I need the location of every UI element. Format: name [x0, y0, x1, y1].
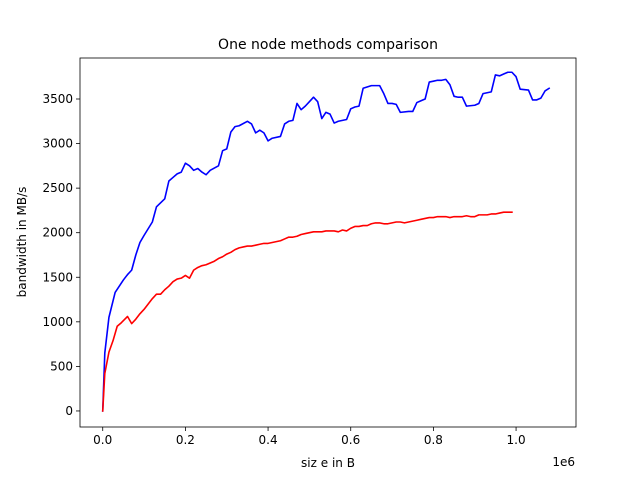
y-tick-label: 2000 — [42, 226, 73, 240]
x-axis-label: siz e in B — [301, 456, 355, 470]
x-tick-label: 0.4 — [259, 433, 278, 447]
y-axis-ticks: 0 500 1000 1500 2000 2500 3000 3500 — [42, 92, 80, 418]
y-tick-label: 0 — [65, 404, 73, 418]
series-layer — [101, 71, 551, 412]
x-axis-offset-label: 1e6 — [552, 455, 575, 469]
x-tick-label: 0.6 — [341, 433, 360, 447]
y-tick-label: 1000 — [42, 315, 73, 329]
x-tick-label: 1.0 — [507, 433, 526, 447]
y-tick-label: 1500 — [42, 270, 73, 284]
y-axis-label: bandwidth in MB/s — [15, 187, 29, 298]
x-tick-label: 0.0 — [93, 433, 112, 447]
series-line-1 — [101, 71, 551, 412]
chart-title: One node methods comparison — [218, 37, 438, 53]
plot-frame — [79, 57, 577, 428]
x-tick-label: 0.2 — [176, 433, 195, 447]
series-line-2 — [101, 211, 513, 412]
y-tick-label: 3000 — [42, 137, 73, 151]
y-tick-label: 3500 — [42, 92, 73, 106]
y-tick-label: 500 — [50, 359, 73, 373]
plot-area — [80, 58, 576, 427]
y-tick-label: 2500 — [42, 181, 73, 195]
x-tick-label: 0.8 — [424, 433, 443, 447]
x-axis-ticks: 0.0 0.2 0.4 0.6 0.8 1.0 — [93, 427, 526, 447]
